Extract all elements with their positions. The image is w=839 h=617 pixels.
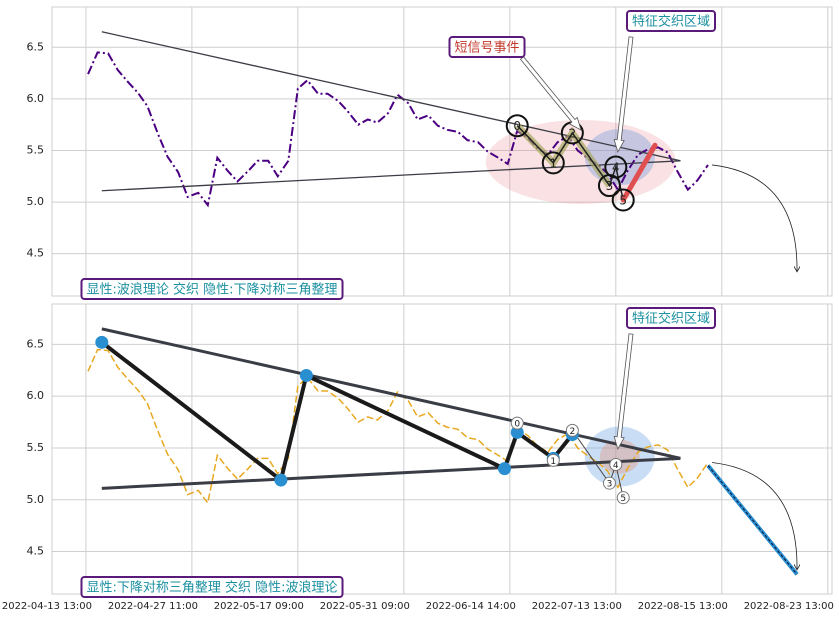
plot-area bbox=[51, 303, 833, 595]
wave-label: 1 bbox=[549, 156, 557, 170]
annotation-box bbox=[625, 10, 717, 32]
wave-label: 3 bbox=[606, 179, 614, 193]
annotation-box bbox=[448, 36, 526, 58]
trend-line bbox=[101, 327, 681, 460]
annotation-text: 显性:波浪理论 交织 隐性:下降对称三角整理 bbox=[86, 282, 337, 298]
pointer-arrow bbox=[613, 36, 634, 154]
wave-label: 0 bbox=[513, 119, 521, 133]
annotation: 特征交织区域 bbox=[625, 307, 717, 329]
x-tick-label: 2022-08-23 13:00 bbox=[744, 601, 834, 612]
x-tick-label: 2022-04-27 11:00 bbox=[108, 601, 198, 612]
wave-point bbox=[604, 155, 628, 179]
plot-area bbox=[51, 6, 833, 297]
wave-label: 4 bbox=[612, 160, 620, 174]
wave-line bbox=[571, 430, 624, 498]
wave-label: 2 bbox=[569, 126, 577, 140]
x-tick-label: 2022-05-31 09:00 bbox=[320, 601, 410, 612]
x-tick-label: 2022-04-13 13:00 bbox=[2, 601, 92, 612]
y-tick-label: 6.0 bbox=[27, 92, 45, 105]
forecast-line bbox=[707, 465, 798, 575]
y-tick-label: 5.5 bbox=[27, 441, 45, 454]
x-tick-label: 2022-05-17 09:00 bbox=[214, 601, 304, 612]
wave-label: 1 bbox=[550, 457, 556, 467]
trend-line bbox=[101, 456, 681, 490]
swing-point bbox=[498, 462, 512, 476]
price-line bbox=[87, 348, 709, 505]
y-tick-label: 6.5 bbox=[27, 337, 45, 350]
wave-label: 3 bbox=[607, 480, 613, 490]
y-tick-label: 6.5 bbox=[27, 40, 45, 53]
annotation-box bbox=[625, 307, 717, 329]
y-tick-label: 5.0 bbox=[27, 195, 45, 208]
wave-point bbox=[611, 188, 635, 212]
pointer-arrow bbox=[519, 56, 582, 131]
x-tick-label: 2022-07-13 13:00 bbox=[532, 601, 622, 612]
wave-label: 5 bbox=[620, 494, 626, 504]
trend-line bbox=[101, 31, 681, 162]
swing-point bbox=[510, 425, 524, 439]
annotation: 显性:波浪理论 交织 隐性:下降对称三角整理 bbox=[80, 278, 344, 300]
y-tick-label: 4.5 bbox=[27, 247, 45, 260]
x-tick-label: 2022-08-15 13:00 bbox=[638, 601, 728, 612]
annotation: 显性:下降对称三角整理 交织 隐性:波浪理论 bbox=[80, 576, 344, 598]
wave-label: 2 bbox=[569, 427, 575, 437]
x-tick-label: 2022-06-14 14:00 bbox=[426, 601, 516, 612]
wave-point bbox=[602, 476, 616, 490]
y-tick-label: 5.5 bbox=[27, 143, 45, 156]
annotation-text: 显性:下降对称三角整理 交织 隐性:波浪理论 bbox=[86, 580, 337, 596]
wave-point bbox=[546, 453, 560, 467]
y-tick-label: 5.0 bbox=[27, 493, 45, 506]
curved-arrow bbox=[711, 462, 797, 569]
wave-point bbox=[541, 151, 565, 175]
wave-point bbox=[510, 416, 524, 430]
y-tick-label: 6.0 bbox=[27, 389, 45, 402]
annotation-text: 短信号事件 bbox=[454, 41, 519, 56]
pointer-arrow bbox=[613, 333, 634, 451]
y-tick-label: 4.5 bbox=[27, 545, 45, 558]
annotation-box bbox=[80, 576, 344, 598]
wave-label: 4 bbox=[613, 461, 619, 471]
wave-point bbox=[565, 423, 579, 437]
annotation-text: 特征交织区域 bbox=[632, 14, 710, 30]
wave-point bbox=[609, 458, 623, 472]
swing-point bbox=[274, 473, 288, 487]
annotation-box bbox=[80, 278, 344, 300]
curved-arrow bbox=[711, 164, 797, 271]
swing-point bbox=[299, 368, 313, 382]
wave-point bbox=[616, 491, 630, 505]
wave-point bbox=[505, 114, 529, 138]
annotation: 短信号事件 bbox=[448, 36, 526, 58]
wave-line bbox=[516, 125, 624, 201]
annotation: 特征交织区域 bbox=[625, 10, 717, 32]
wave-label: 5 bbox=[619, 194, 627, 208]
swing-point bbox=[95, 335, 109, 349]
wave-label: 0 bbox=[514, 420, 520, 430]
trend-line bbox=[101, 160, 681, 192]
price-line bbox=[87, 51, 709, 208]
annotation-text: 特征交织区域 bbox=[632, 311, 710, 327]
